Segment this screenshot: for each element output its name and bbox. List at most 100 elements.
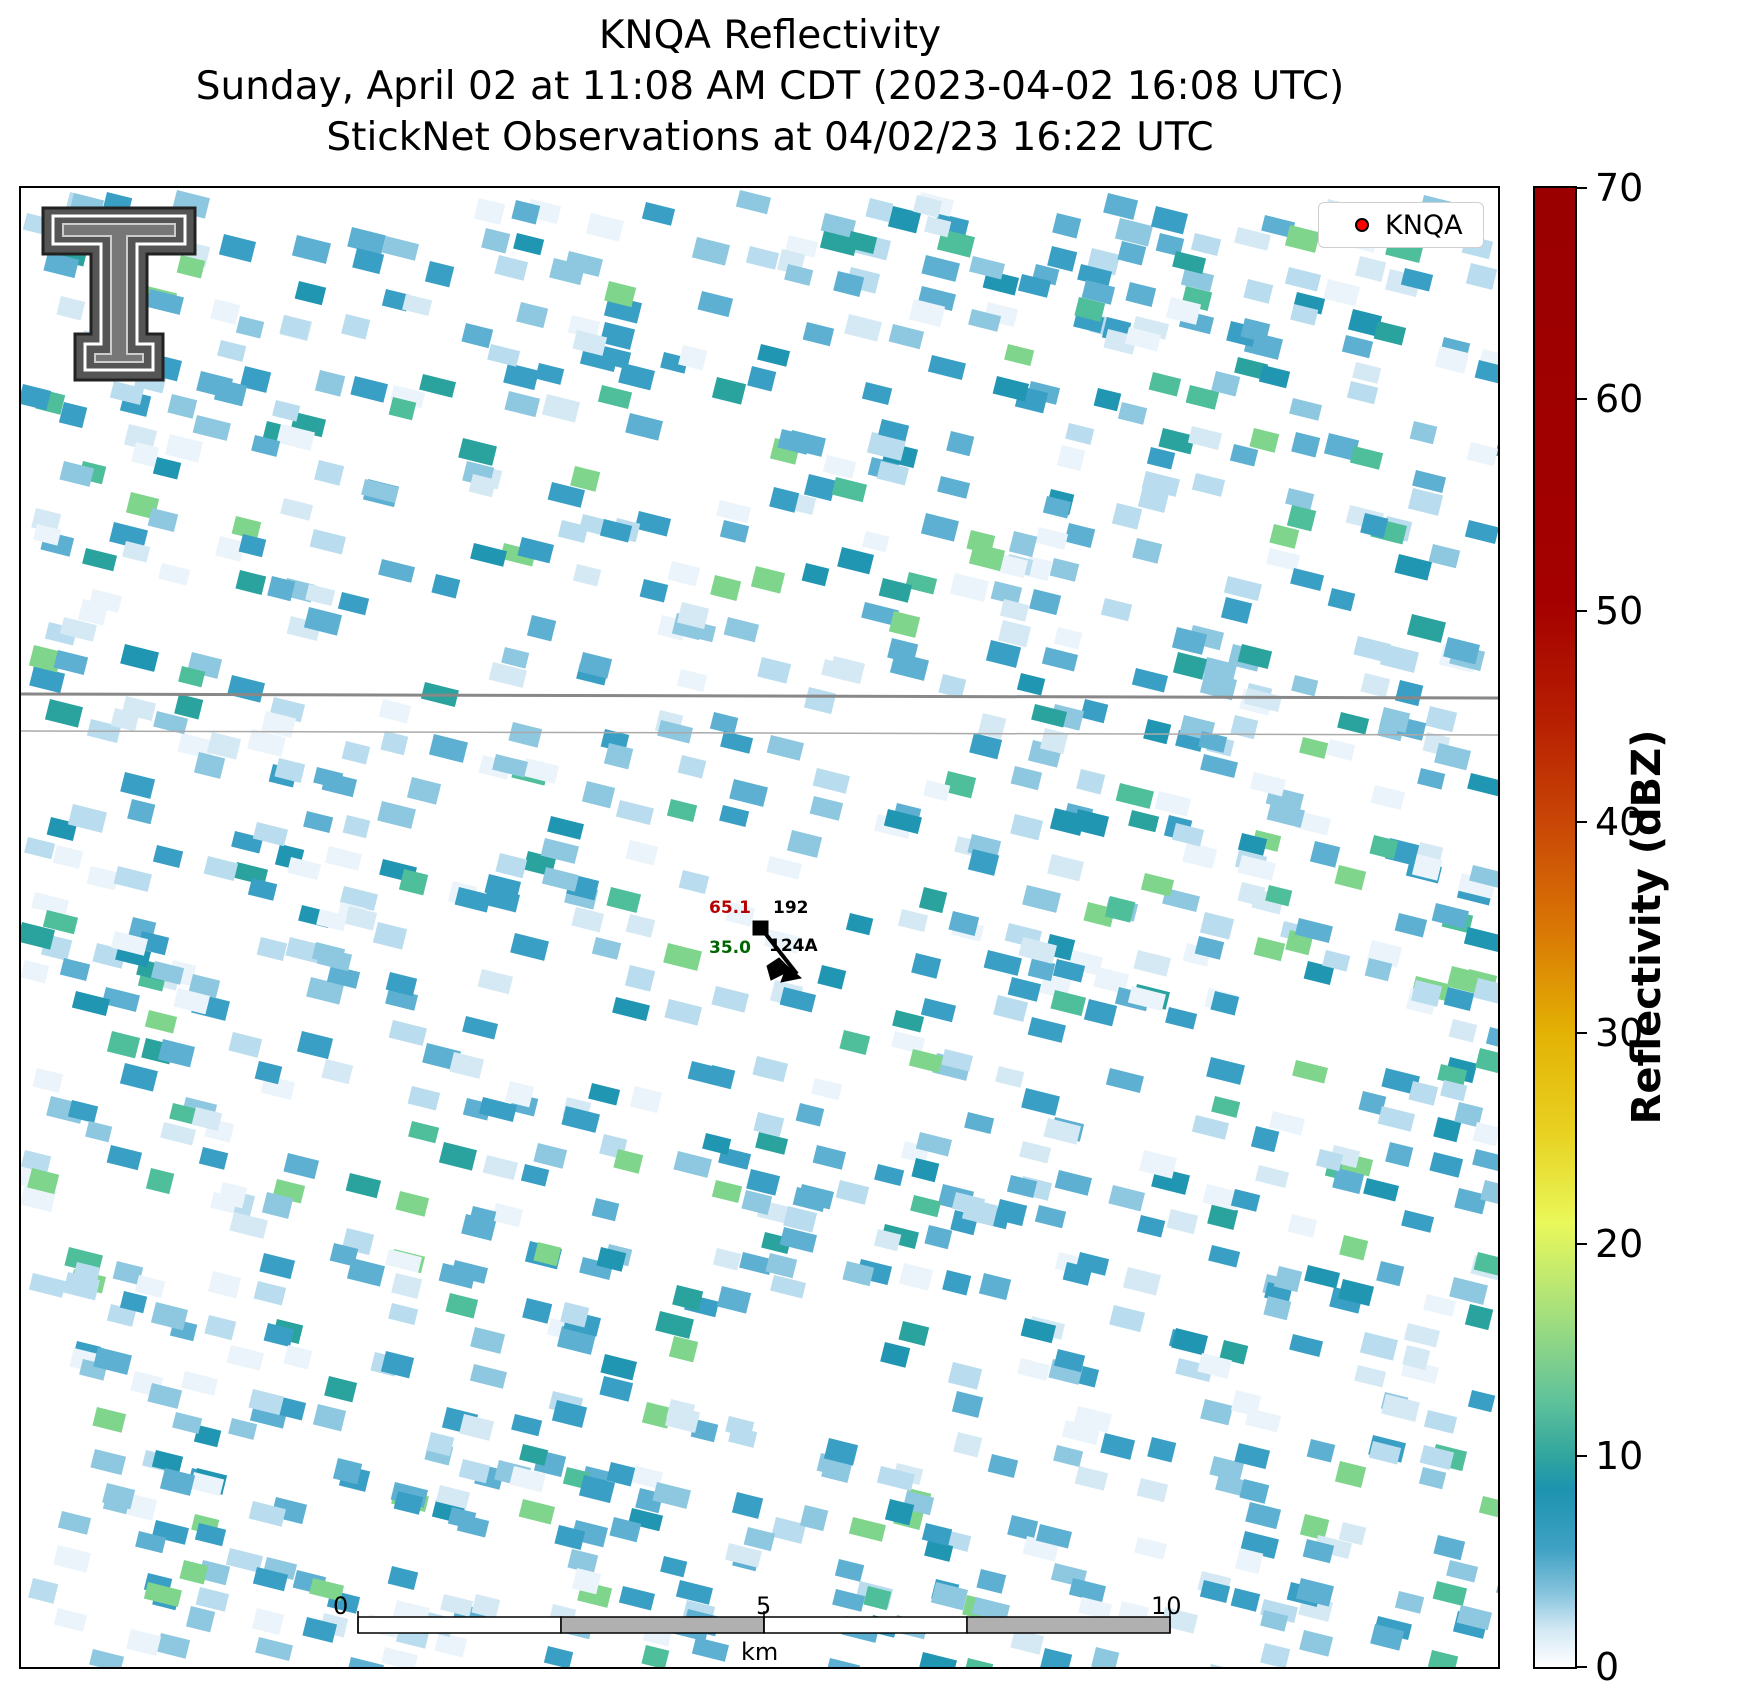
reflectivity-cell	[287, 856, 322, 881]
reflectivity-cell	[968, 543, 1006, 572]
reflectivity-cell	[402, 294, 433, 317]
reflectivity-cell	[724, 1543, 762, 1568]
reflectivity-cell	[1209, 1456, 1245, 1482]
reflectivity-cell	[585, 212, 624, 242]
reflectivity-cell	[92, 1406, 127, 1433]
reflectivity-cell	[597, 385, 633, 409]
reflectivity-cell	[143, 1581, 182, 1607]
reflectivity-cell	[1237, 644, 1273, 669]
reflectivity-cell	[1290, 568, 1325, 592]
reflectivity-cell	[745, 246, 780, 270]
reflectivity-cell	[1401, 1210, 1435, 1233]
reflectivity-cell	[735, 190, 772, 215]
reflectivity-cell	[296, 1031, 334, 1060]
reflectivity-cell	[458, 438, 497, 466]
reflectivity-cell	[1429, 1152, 1464, 1178]
reflectivity-cell	[1432, 1581, 1468, 1606]
reflectivity-cell	[876, 461, 910, 486]
reflectivity-cell	[233, 862, 269, 886]
reflectivity-cell	[1020, 1317, 1057, 1344]
reflectivity-cell	[1427, 1650, 1459, 1667]
reflectivity-cell	[53, 1544, 91, 1573]
reflectivity-cell	[1341, 335, 1374, 359]
reflectivity-cell	[67, 1100, 99, 1124]
reflectivity-cell	[127, 799, 156, 825]
reflectivity-cell	[1409, 420, 1438, 445]
reflectivity-cell	[388, 397, 417, 421]
reflectivity-cell	[122, 540, 151, 563]
reflectivity-cell	[924, 216, 952, 238]
reflectivity-cell	[1199, 1580, 1231, 1604]
reflectivity-cell	[509, 1466, 547, 1493]
reflectivity-cell	[1100, 1433, 1136, 1460]
reflectivity-cell	[120, 644, 159, 672]
reflectivity-cell	[469, 1364, 507, 1389]
reflectivity-cell	[834, 1558, 865, 1582]
reflectivity-cell	[743, 1527, 776, 1552]
reflectivity-cell	[468, 473, 497, 498]
reflectivity-cell	[395, 1191, 430, 1217]
reflectivity-cell	[518, 1499, 556, 1525]
reflectivity-cell	[968, 309, 1002, 332]
reflectivity-cell	[888, 323, 925, 350]
reflectivity-cell	[1292, 1059, 1329, 1084]
colorbar-tick	[1577, 1666, 1587, 1668]
colorbar-tick-label: 30	[1595, 1011, 1644, 1056]
reflectivity-cell	[1206, 1664, 1240, 1667]
reflectivity-cell	[779, 1227, 817, 1253]
reflectivity-cell	[888, 611, 921, 638]
reflectivity-cell	[1124, 327, 1162, 352]
reflectivity-cell	[207, 1271, 242, 1299]
scale-tick-label: 0	[333, 1592, 349, 1620]
reflectivity-field	[21, 190, 1498, 1667]
reflectivity-cell	[757, 657, 792, 684]
reflectivity-cell	[918, 1652, 957, 1667]
reflectivity-cell	[660, 1555, 688, 1578]
reflectivity-cell	[1237, 833, 1268, 856]
colorbar-tick-label: 40	[1595, 799, 1644, 844]
reflectivity-cell	[471, 1594, 501, 1619]
reflectivity-cell	[1454, 1188, 1488, 1215]
reflectivity-cell	[783, 1206, 818, 1233]
reflectivity-cell	[1327, 588, 1356, 612]
reflectivity-cell	[1019, 1141, 1052, 1164]
reflectivity-cell	[887, 638, 919, 664]
reflectivity-cell	[145, 289, 184, 315]
radar-map[interactable]: 0 5 10 km 65.1 192 35.0 124A KNQA	[19, 186, 1500, 1669]
reflectivity-cell	[210, 1192, 238, 1214]
reflectivity-cell	[440, 1594, 474, 1617]
reflectivity-cell	[1466, 442, 1498, 467]
reflectivity-cell	[1171, 823, 1205, 847]
reflectivity-cell	[491, 1203, 524, 1228]
reflectivity-cell	[1194, 936, 1225, 960]
reflectivity-cell	[862, 531, 890, 553]
reflectivity-cell	[1210, 990, 1240, 1016]
reflectivity-cell	[1230, 715, 1259, 740]
reflectivity-cell	[613, 1149, 644, 1174]
scale-bar	[357, 1611, 1171, 1634]
reflectivity-cell	[1016, 673, 1046, 696]
reflectivity-cell	[1140, 873, 1175, 897]
reflectivity-cell	[604, 280, 637, 308]
reflectivity-cell	[321, 1059, 354, 1085]
chart-subtitle-time: Sunday, April 02 at 11:08 AM CDT (2023-0…	[195, 64, 1345, 109]
reflectivity-cell	[522, 1297, 553, 1324]
reflectivity-cell	[987, 1454, 1019, 1478]
reflectivity-cell	[231, 516, 262, 540]
reflectivity-cell	[1353, 636, 1391, 663]
reflectivity-cell	[912, 195, 943, 218]
reflectivity-cell	[777, 428, 812, 455]
reflectivity-cell	[702, 1133, 732, 1155]
reflectivity-cell	[1073, 1406, 1112, 1433]
reflectivity-cell	[908, 1049, 944, 1073]
reflectivity-cell	[629, 1086, 663, 1114]
reflectivity-cell	[949, 573, 989, 602]
reflectivity-cell	[606, 887, 642, 913]
reflectivity-cell	[517, 536, 555, 564]
reflectivity-cell	[1115, 783, 1154, 809]
reflectivity-cell	[624, 964, 656, 992]
boundary-line	[21, 730, 1498, 736]
reflectivity-cell	[387, 1566, 419, 1590]
reflectivity-cell	[194, 1523, 227, 1547]
reflectivity-cell	[832, 1588, 866, 1612]
